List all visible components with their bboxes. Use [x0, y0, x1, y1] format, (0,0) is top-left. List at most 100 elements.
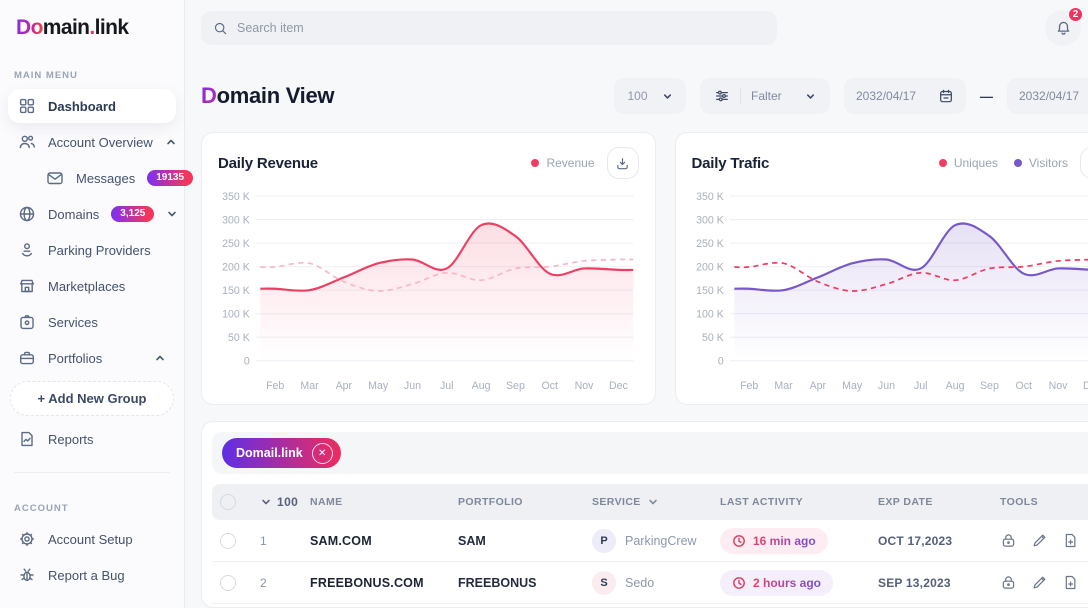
sidebar-item-portfolios[interactable]: Portfolios: [8, 341, 176, 375]
date-from-picker[interactable]: 2032/04/17: [844, 78, 966, 114]
column-count: 100: [277, 495, 299, 509]
svg-text:May: May: [842, 380, 863, 392]
lock-icon[interactable]: [1000, 532, 1017, 549]
clock-icon: [733, 534, 745, 547]
chevron-down-icon: [648, 499, 657, 505]
activity-text: 16 min ago: [753, 533, 816, 548]
add-new-group-button[interactable]: + Add New Group: [10, 381, 174, 416]
sidebar-item-label: Dashboard: [48, 98, 116, 114]
filter-dropdown[interactable]: Falter: [700, 78, 830, 114]
column-service[interactable]: SERVICE: [592, 496, 720, 508]
svg-text:300 K: 300 K: [222, 214, 250, 226]
last-activity-cell: 16 min ago: [720, 527, 878, 554]
remove-filter-icon[interactable]: ✕: [311, 442, 333, 464]
sliders-icon: [716, 90, 728, 102]
parking-provider-icon: [21, 243, 33, 257]
column-portfolio[interactable]: PORTFOLIO: [458, 496, 523, 508]
sidebar-item-services[interactable]: Services: [8, 305, 176, 339]
sidebar-item-label: Portfolios: [48, 350, 103, 366]
active-filters-strip: Domail.link ✕: [212, 432, 1088, 474]
logo-gradient-text: Do: [16, 16, 43, 39]
download-chart-button[interactable]: [1080, 147, 1088, 179]
svg-text:200 K: 200 K: [696, 261, 724, 273]
sidebar-item-account-overview[interactable]: Account Overview: [8, 125, 176, 159]
date-to-picker[interactable]: 2032/04/17: [1007, 78, 1088, 114]
briefcase-icon: [20, 351, 35, 365]
edit-icon[interactable]: [1031, 574, 1048, 591]
column-tools: TOOLS: [1000, 496, 1038, 508]
sidebar-item-marketplaces[interactable]: Marketplaces: [8, 269, 176, 303]
logo-dot: .: [89, 16, 95, 39]
domains-table-card: Domail.link ✕ 100 NAME PORTFOLIO SERVICE…: [201, 421, 1088, 608]
select-all-checkbox[interactable]: [220, 494, 236, 510]
row-tools: [1000, 574, 1088, 591]
column-last-activity[interactable]: LAST ACTIVITY: [720, 496, 803, 508]
domain-filter-tag[interactable]: Domail.link ✕: [222, 438, 341, 468]
edit-icon[interactable]: [1031, 532, 1048, 549]
row-checkbox[interactable]: [220, 574, 236, 591]
service-initial-badge: S: [592, 570, 616, 595]
search-icon: [214, 22, 227, 34]
svg-text:Apr: Apr: [809, 380, 826, 392]
sidebar-item-label: Report a Bug: [48, 567, 125, 583]
legend-label: Revenue: [546, 156, 595, 170]
svg-text:Aug: Aug: [945, 380, 964, 392]
svg-text:Dec: Dec: [1082, 380, 1088, 392]
globe-icon: [19, 206, 35, 222]
exp-date: OCT 17,2023: [878, 533, 953, 548]
sidebar-item-messages[interactable]: Messages 19135: [36, 161, 194, 195]
download-chart-button[interactable]: [606, 147, 639, 179]
service-cell: S Sedo: [592, 570, 720, 595]
svg-text:Apr: Apr: [336, 380, 353, 392]
page-controls: 100 Falter 2032/04/17 — 2032/04/17: [614, 78, 1088, 114]
row-index: 2: [260, 575, 267, 590]
row-index: 1: [260, 533, 267, 548]
svg-text:Sep: Sep: [506, 380, 525, 392]
notifications-button[interactable]: 2: [1045, 6, 1084, 46]
sidebar-item-parking-providers[interactable]: Parking Providers: [8, 233, 176, 267]
grid-icon: [19, 98, 35, 114]
svg-text:0: 0: [717, 355, 723, 367]
svg-text:250 K: 250 K: [222, 238, 250, 250]
services-icon: [20, 315, 34, 330]
sidebar-item-dashboard[interactable]: Dashboard: [8, 89, 176, 123]
calendar-icon: [940, 89, 952, 103]
filter-divider: [740, 88, 741, 104]
chevron-down-icon: [806, 93, 815, 99]
svg-text:Nov: Nov: [575, 380, 594, 392]
sidebar-item-reports[interactable]: Reports: [8, 422, 176, 456]
search-input[interactable]: [237, 21, 765, 35]
table-row[interactable]: 2 FREEBONUS.COM FREEBONUS S Sedo 2 hours…: [212, 562, 1088, 604]
service-name: ParkingCrew: [625, 533, 697, 548]
sidebar-item-domains[interactable]: Domains 3,125: [8, 197, 177, 231]
notification-count-badge: 2: [1067, 6, 1084, 23]
store-icon: [19, 279, 35, 293]
sidebar-item-account-setup[interactable]: Account Setup: [8, 522, 176, 556]
app-logo[interactable]: Domain.link: [0, 16, 184, 40]
svg-text:Jul: Jul: [440, 380, 454, 392]
legend-label: Visitors: [1028, 156, 1068, 170]
domain-name: FREEBONUS.COM: [310, 575, 424, 590]
search-bar[interactable]: [201, 11, 777, 45]
page-size-select[interactable]: 100: [614, 78, 686, 114]
column-exp-date[interactable]: EXP DATE: [878, 496, 933, 508]
sidebar-item-label: Parking Providers: [48, 242, 151, 258]
sidebar-item-report-a-bug[interactable]: Report a Bug: [8, 558, 176, 592]
lock-icon[interactable]: [1000, 574, 1017, 591]
svg-text:50 K: 50 K: [702, 332, 725, 344]
column-name[interactable]: NAME: [310, 496, 343, 508]
legend-dot: [1013, 159, 1022, 167]
svg-text:Jun: Jun: [877, 380, 894, 392]
date-from-value: 2032/04/17: [856, 89, 917, 103]
file-add-icon[interactable]: [1062, 574, 1079, 591]
file-add-icon[interactable]: [1062, 532, 1079, 549]
chevron-down-icon[interactable]: [260, 496, 272, 508]
row-checkbox[interactable]: [220, 532, 236, 549]
table-row[interactable]: 1 SAM.COM SAM P ParkingCrew 16 min ago O…: [212, 520, 1088, 562]
logo-black-text: main: [42, 16, 90, 39]
svg-text:200 K: 200 K: [222, 261, 250, 273]
svg-text:Oct: Oct: [542, 380, 558, 392]
svg-text:350 K: 350 K: [222, 191, 250, 203]
page-title: Domain View: [201, 83, 335, 109]
last-activity-cell: 2 hours ago: [720, 569, 878, 596]
